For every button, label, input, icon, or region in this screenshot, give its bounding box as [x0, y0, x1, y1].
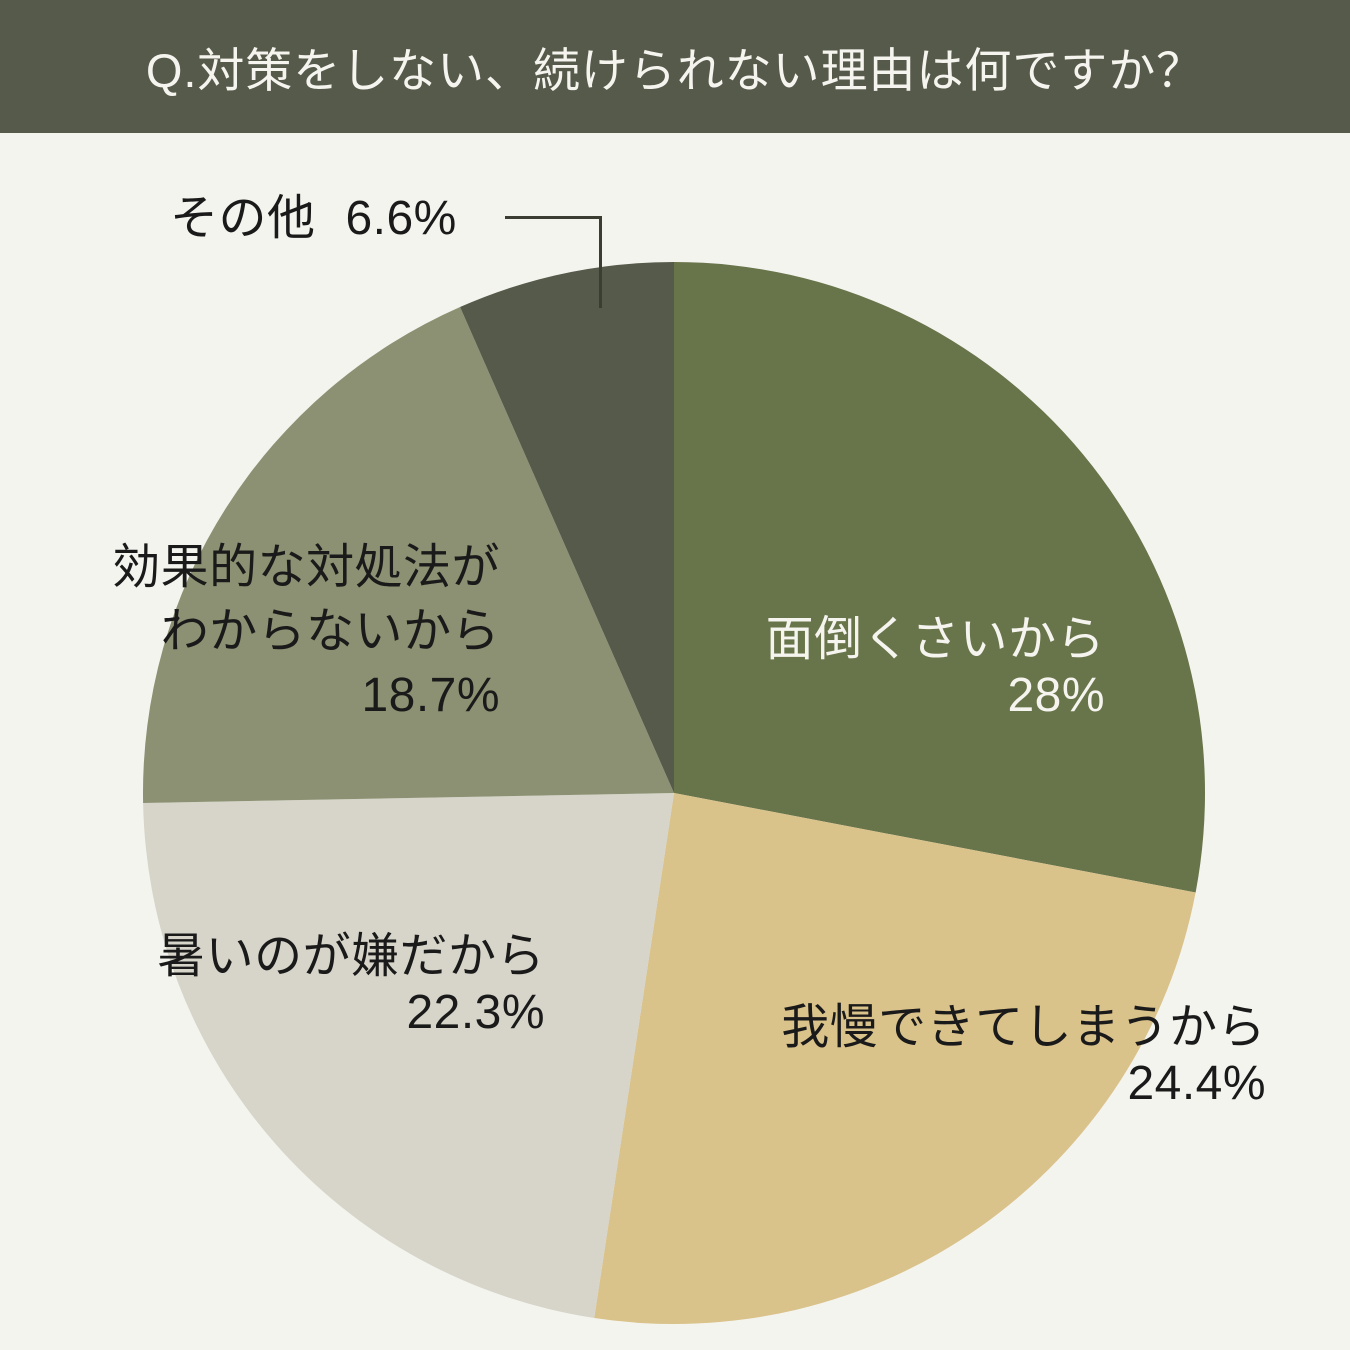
- page-title: Q.対策をしない、続けられない理由は何ですか？: [145, 44, 1205, 97]
- slice-label-mendou-value: 28%: [1007, 669, 1105, 722]
- pie-slice-5: [460, 262, 674, 793]
- pie-chart: [143, 262, 1205, 1324]
- pie-chart-svg: [143, 262, 1205, 1324]
- slice-label-kouka-text-line1: 効果的な対処法が: [112, 541, 500, 594]
- pie-slice-2: [594, 793, 1196, 1324]
- slice-label-gaman-value: 24.4%: [1127, 1057, 1266, 1110]
- title-bar: Q.対策をしない、続けられない理由は何ですか？: [0, 0, 1350, 133]
- slice-label-mendou-text: 面倒くさいから: [765, 613, 1105, 666]
- slice-label-atsui-text: 暑いのが嫌だから: [157, 930, 545, 983]
- slice-label-sonota: その他 6.6%: [170, 191, 457, 247]
- pie-slice-3: [143, 793, 674, 1318]
- slice-label-sonota-text: その他: [170, 192, 316, 245]
- callout-line-vertical: [599, 216, 602, 308]
- slice-label-kouka: 効果的な対処法が わからないから 18.7%: [112, 536, 500, 728]
- slice-label-sonota-value: 6.6%: [345, 192, 457, 245]
- slice-label-mendou: 面倒くさいから 28%: [766, 612, 1105, 724]
- slice-label-gaman-text: 我慢できてしまうから: [781, 1001, 1266, 1054]
- slice-label-gaman: 我慢できてしまうから 24.4%: [781, 1000, 1266, 1112]
- pie-slice-4: [143, 307, 674, 804]
- pie-slice-1: [674, 262, 1205, 893]
- slice-label-kouka-text-line2: わからないから: [160, 605, 500, 658]
- slice-label-kouka-value: 18.7%: [361, 669, 500, 722]
- slice-label-atsui-value: 22.3%: [406, 986, 545, 1039]
- slice-label-atsui: 暑いのが嫌だから 22.3%: [157, 929, 545, 1041]
- callout-line-horizontal: [505, 216, 602, 219]
